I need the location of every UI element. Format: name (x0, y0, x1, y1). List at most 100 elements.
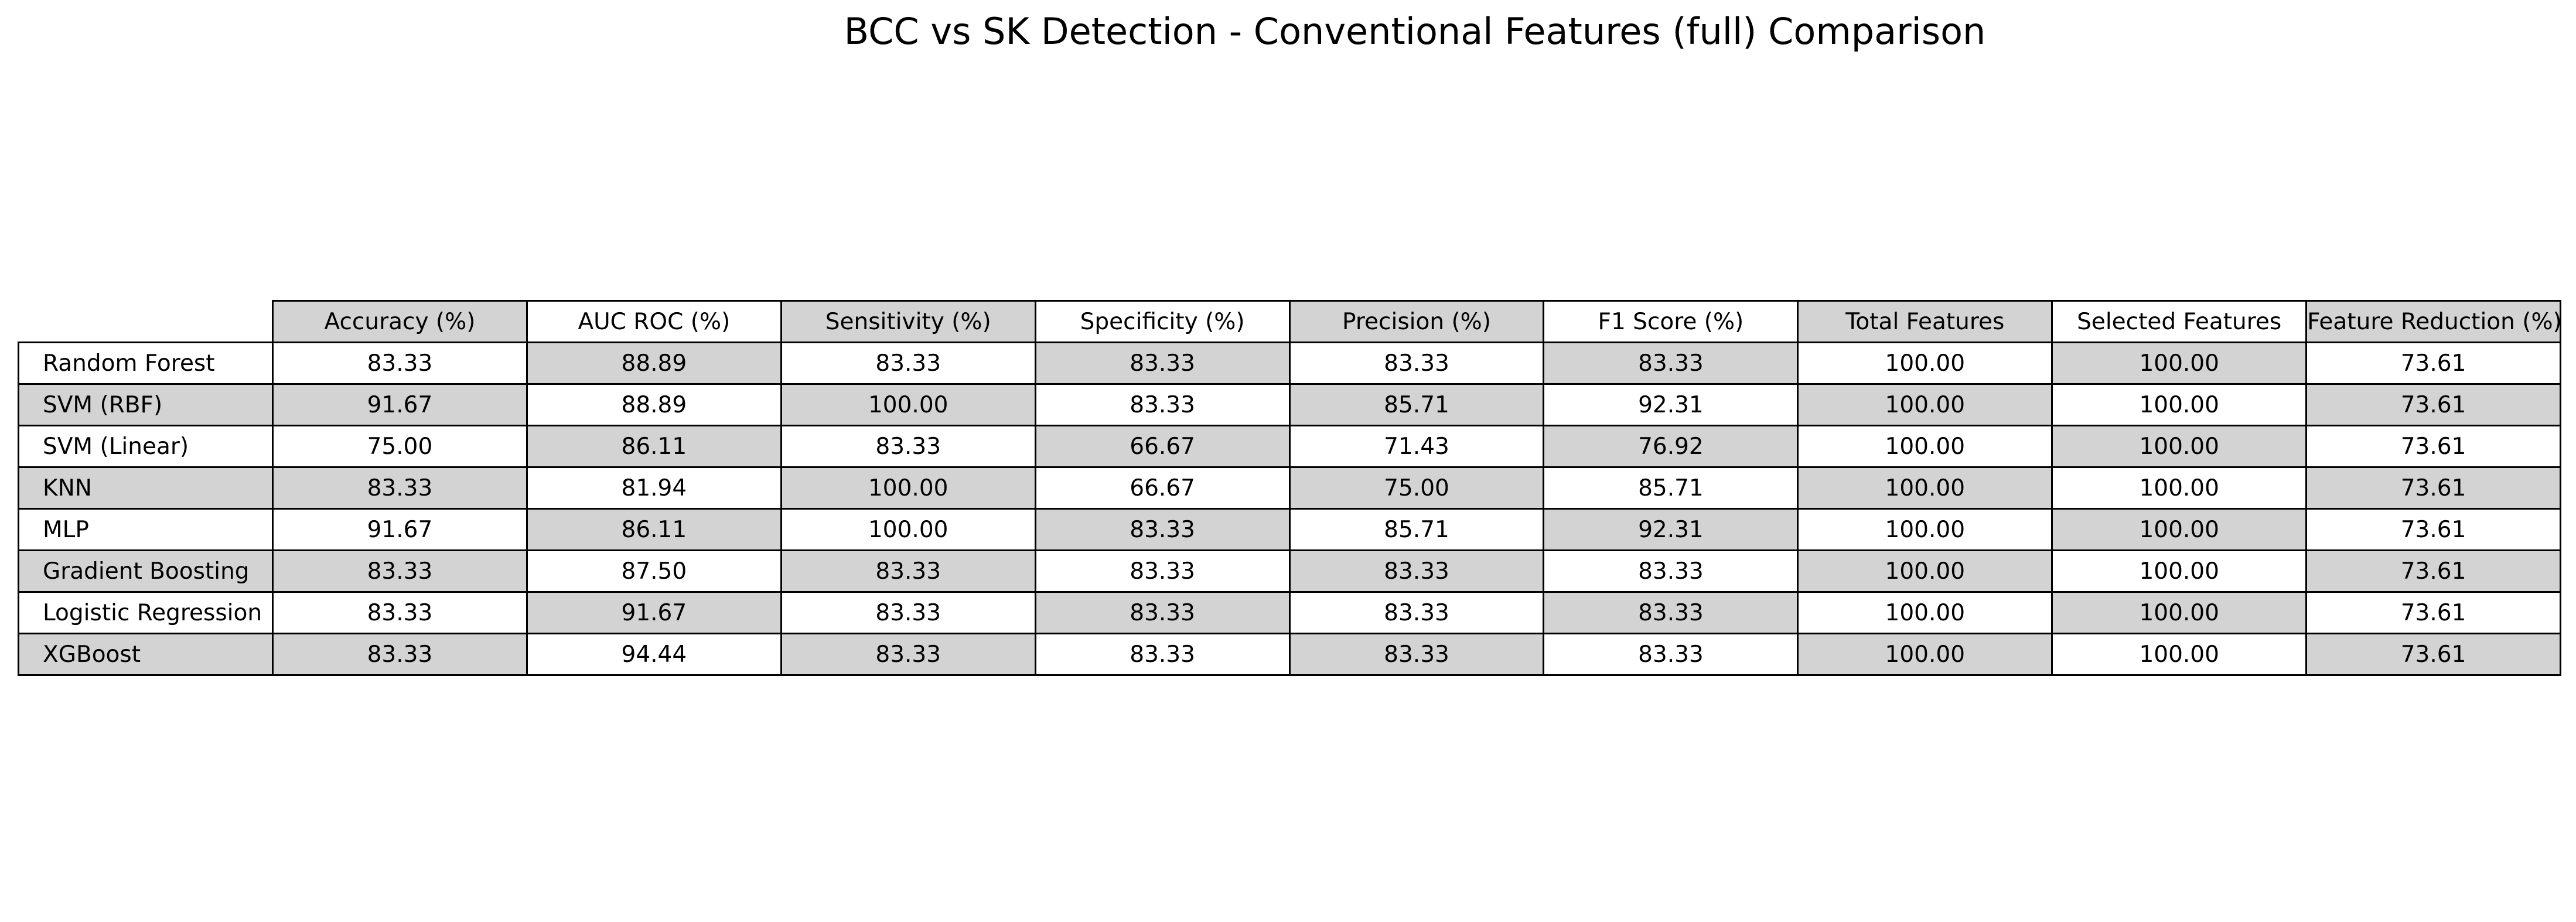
table-cell: 100.00 (2051, 549, 2308, 593)
table-cell: 100.00 (2051, 508, 2308, 551)
row-header: Logistic Regression (18, 591, 274, 634)
table-cell: 100.00 (1797, 425, 2053, 468)
table-cell: 83.33 (272, 633, 528, 676)
table-row: KNN 83.33 81.94 100.00 66.67 75.00 85.71 100.00… (18, 466, 2562, 510)
table-cell: 83.33 (272, 466, 528, 510)
table-cell: 83.33 (1288, 342, 1545, 385)
table-cell: 100.00 (2051, 425, 2308, 468)
table-cell: 88.89 (526, 383, 782, 426)
table-cell: 83.33 (1288, 591, 1545, 634)
table-cell: 100.00 (2051, 633, 2308, 676)
table-row: SVM (Linear) 75.00 86.11 83.33 66.67 71.43 76.… (18, 425, 2562, 468)
column-header: Feature Reduction (%) (2305, 300, 2562, 343)
table-cell: 86.11 (526, 425, 782, 468)
table-cell: 83.33 (1034, 549, 1291, 593)
table-cell: 83.33 (1288, 633, 1545, 676)
table-cell: 100.00 (1797, 383, 2053, 426)
row-header: SVM (RBF) (18, 383, 274, 426)
table-row: Random Forest 83.33 88.89 83.33 83.33 83.33 83… (18, 342, 2562, 385)
column-header: Accuracy (%) (272, 300, 528, 343)
table-row: Logistic Regression 83.33 91.67 83.33 83.33 8… (18, 591, 2562, 634)
table-cell: 73.61 (2305, 549, 2562, 593)
table-row: SVM (RBF) 91.67 88.89 100.00 83.33 85.71 92.31… (18, 383, 2562, 426)
table-cell: 76.92 (1543, 425, 1799, 468)
table-row: Gradient Boosting 83.33 87.50 83.33 83.33 83.… (18, 549, 2562, 593)
row-header: MLP (18, 508, 274, 551)
table-cell: 83.33 (1543, 549, 1799, 593)
table-cell: 100.00 (2051, 591, 2308, 634)
chart-title: BCC vs SK Detection - Conventional Featu… (844, 10, 1986, 53)
table-cell: 85.71 (1543, 466, 1799, 510)
column-header: Sensitivity (%) (780, 300, 1036, 343)
table-cell: 83.33 (1034, 633, 1291, 676)
column-header: Specificity (%) (1034, 300, 1291, 343)
table-row: MLP 91.67 86.11 100.00 83.33 85.71 92.31 100.00… (18, 508, 2562, 551)
row-header: KNN (18, 466, 274, 510)
table-cell: 83.33 (272, 342, 528, 385)
table-cell: 100.00 (1797, 633, 2053, 676)
table-corner-cell (19, 301, 273, 343)
table-cell: 73.61 (2305, 633, 2562, 676)
table-cell: 73.61 (2305, 508, 2562, 551)
table-cell: 83.33 (780, 633, 1036, 676)
column-header: Total Features (1797, 300, 2053, 343)
table-cell: 100.00 (1797, 342, 2053, 385)
column-header-row: Accuracy (%) AUC ROC (%) Sensitivity (%) Sp… (19, 300, 2562, 343)
table-body: Random Forest 83.33 88.89 83.33 83.33 83.33 83… (18, 342, 2562, 676)
table-cell: 71.43 (1288, 425, 1545, 468)
table-cell: 83.33 (780, 425, 1036, 468)
table-cell: 100.00 (1797, 549, 2053, 593)
table-cell: 83.33 (1543, 591, 1799, 634)
table-row: XGBoost 83.33 94.44 83.33 83.33 83.33 83.33 100… (18, 633, 2562, 676)
table-cell: 91.67 (272, 383, 528, 426)
table-cell: 92.31 (1543, 383, 1799, 426)
table-cell: 92.31 (1543, 508, 1799, 551)
table-cell: 94.44 (526, 633, 782, 676)
table-cell: 100.00 (1797, 508, 2053, 551)
table-cell: 100.00 (780, 383, 1036, 426)
table-cell: 83.33 (1034, 383, 1291, 426)
table-cell: 100.00 (780, 466, 1036, 510)
table-cell: 75.00 (272, 425, 528, 468)
table-cell: 83.33 (780, 591, 1036, 634)
table-cell: 85.71 (1288, 383, 1545, 426)
row-header: Gradient Boosting (18, 549, 274, 593)
table-cell: 88.89 (526, 342, 782, 385)
table-cell: 83.33 (272, 549, 528, 593)
table-cell: 81.94 (526, 466, 782, 510)
table-cell: 83.33 (1034, 342, 1291, 385)
table-cell: 85.71 (1288, 508, 1545, 551)
table-cell: 100.00 (2051, 342, 2308, 385)
results-table-container: Accuracy (%) AUC ROC (%) Sensitivity (%) Sp… (18, 300, 2562, 676)
table-cell: 75.00 (1288, 466, 1545, 510)
table-cell: 83.33 (1543, 633, 1799, 676)
column-header: Precision (%) (1288, 300, 1545, 343)
table-cell: 66.67 (1034, 425, 1291, 468)
table-cell: 100.00 (2051, 383, 2308, 426)
table-cell: 83.33 (272, 591, 528, 634)
table-cell: 83.33 (780, 342, 1036, 385)
table-cell: 83.33 (780, 549, 1036, 593)
table-cell: 100.00 (780, 508, 1036, 551)
table-cell: 86.11 (526, 508, 782, 551)
table-cell: 66.67 (1034, 466, 1291, 510)
table-cell: 83.33 (1034, 591, 1291, 634)
row-header: SVM (Linear) (18, 425, 274, 468)
table-cell: 100.00 (2051, 466, 2308, 510)
table-cell: 73.61 (2305, 591, 2562, 634)
row-header: XGBoost (18, 633, 274, 676)
row-header: Random Forest (18, 342, 274, 385)
column-header: Selected Features (2051, 300, 2308, 343)
table-cell: 83.33 (1543, 342, 1799, 385)
column-header: AUC ROC (%) (526, 300, 782, 343)
table-cell: 100.00 (1797, 466, 2053, 510)
table-cell: 83.33 (1034, 508, 1291, 551)
table-cell: 73.61 (2305, 466, 2562, 510)
table-cell: 87.50 (526, 549, 782, 593)
table-cell: 100.00 (1797, 591, 2053, 634)
table-cell: 83.33 (1288, 549, 1545, 593)
column-header: F1 Score (%) (1543, 300, 1799, 343)
table-cell: 73.61 (2305, 383, 2562, 426)
table-cell: 91.67 (272, 508, 528, 551)
table-cell: 73.61 (2305, 425, 2562, 468)
